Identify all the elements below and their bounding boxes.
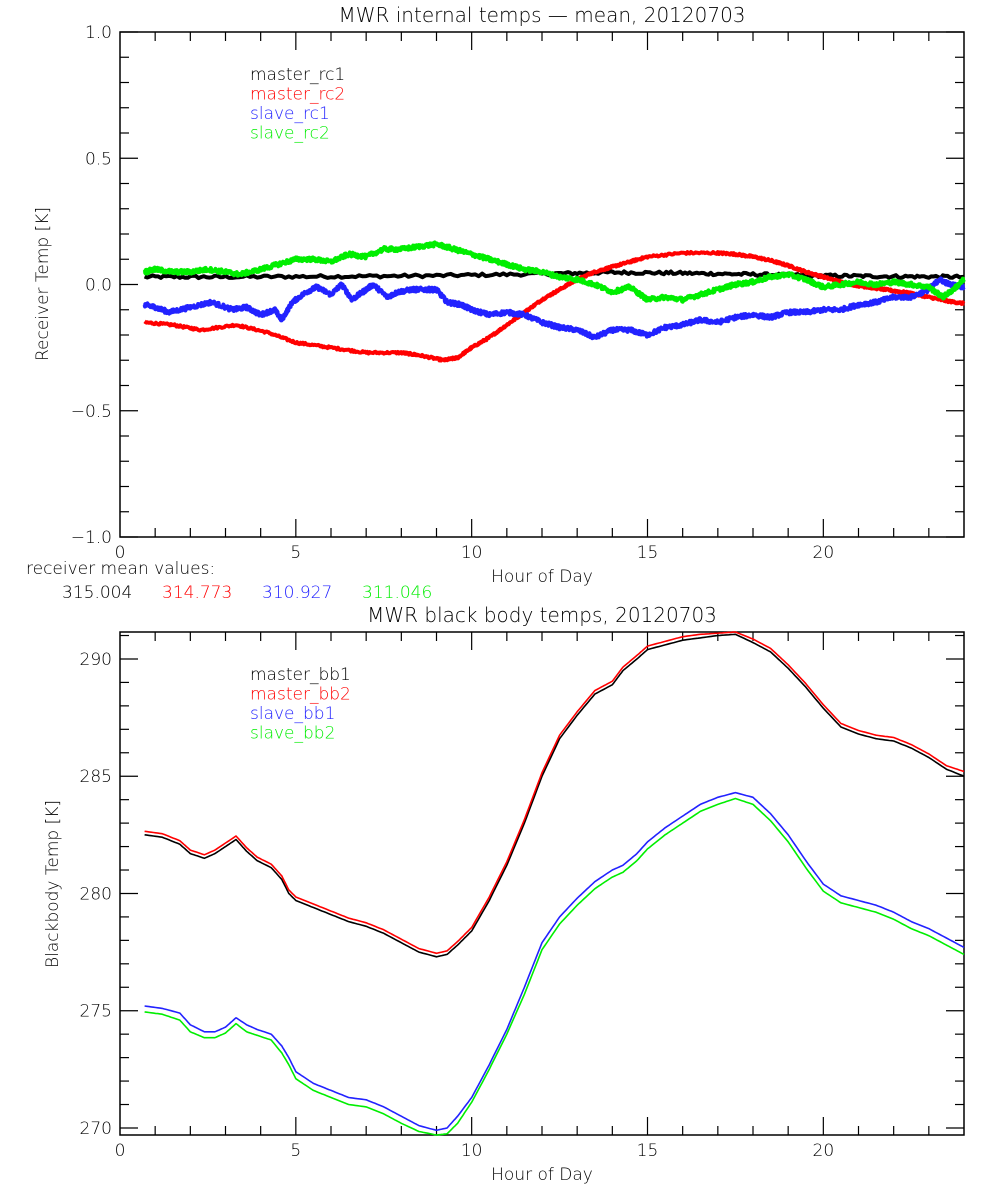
series-line-master-bb1 <box>144 633 965 958</box>
series-lines <box>144 631 965 1136</box>
y-tick-label: 1.0 <box>85 23 112 43</box>
legend-entry-slave-bb2: slave_bb2 <box>250 724 335 744</box>
x-axis-label: Hour of Day <box>491 567 593 587</box>
x-axis-label: Hour of Day <box>491 1165 593 1185</box>
y-ticks: 270 275 280 285 290 <box>80 634 964 1139</box>
series-line-slave-rc1 <box>142 276 966 341</box>
blackbody-temps-chart: MWR black body temps, 20120703 0 5 10 15 20 … <box>43 603 965 1185</box>
x-tick-label: 0 <box>115 1141 126 1161</box>
series-line-slave-bb1 <box>144 791 965 1132</box>
mean-value: 315.004 <box>62 583 132 603</box>
x-tick-label: 10 <box>461 543 483 563</box>
series-line-master-bb2 <box>144 631 965 955</box>
legend-entry-master-rc1: master_rc1 <box>250 65 345 85</box>
x-tick-label: 20 <box>813 543 835 563</box>
x-ticks: 0 5 10 15 20 <box>115 632 930 1161</box>
mean-value: 311.046 <box>362 583 432 603</box>
y-tick-label: 270 <box>80 1119 112 1139</box>
y-axis-label: Blackbody Temp [K] <box>43 800 63 968</box>
y-tick-label: 0.5 <box>85 149 112 169</box>
internal-temps-chart: MWR internal temps — mean, 20120703 0 5 10… <box>26 3 966 603</box>
mean-values-label: receiver mean values: <box>26 559 215 579</box>
x-tick-label: 5 <box>290 543 301 563</box>
legend-entry-master-bb2: master_bb2 <box>250 685 351 705</box>
series-line-master-rc1 <box>143 269 965 281</box>
x-tick-label: 5 <box>290 1141 301 1161</box>
chart-title: MWR black body temps, 20120703 <box>367 603 717 627</box>
legend-entry-master-bb1: master_bb1 <box>250 665 351 685</box>
series-line-slave-bb2 <box>144 797 965 1136</box>
mean-value: 314.773 <box>162 583 232 603</box>
series-line-slave-rc2 <box>142 240 966 304</box>
y-ticks: −1.0 −0.5 0.0 0.5 1.0 <box>71 23 964 548</box>
x-tick-label: 15 <box>637 543 659 563</box>
series-lines <box>142 240 966 363</box>
y-tick-label: −1.0 <box>71 528 112 548</box>
legend-entry-master-rc2: master_rc2 <box>250 85 345 105</box>
y-tick-label: 285 <box>80 767 112 787</box>
legend-entry-slave-rc1: slave_rc1 <box>250 104 330 124</box>
mean-value: 310.927 <box>262 583 332 603</box>
mean-values: 315.004 314.773 310.927 311.046 <box>62 583 432 603</box>
plot-frame <box>119 631 965 1136</box>
y-tick-label: 290 <box>80 650 112 670</box>
x-tick-label: 20 <box>813 1141 835 1161</box>
x-tick-label: 10 <box>461 1141 483 1161</box>
y-tick-label: 280 <box>80 884 112 904</box>
y-tick-label: −0.5 <box>71 402 112 422</box>
chart-title: MWR internal temps — mean, 20120703 <box>338 3 745 27</box>
x-tick-label: 15 <box>637 1141 659 1161</box>
x-ticks: 0 5 10 15 20 <box>115 32 930 563</box>
legend-entry-slave-rc2: slave_rc2 <box>250 124 330 144</box>
y-axis-label: Receiver Temp [K] <box>33 207 53 361</box>
legend-entry-slave-bb1: slave_bb1 <box>250 704 335 724</box>
x-tick-label: 0 <box>115 543 126 563</box>
y-tick-label: 275 <box>80 1002 112 1022</box>
y-tick-label: 0.0 <box>85 276 112 296</box>
